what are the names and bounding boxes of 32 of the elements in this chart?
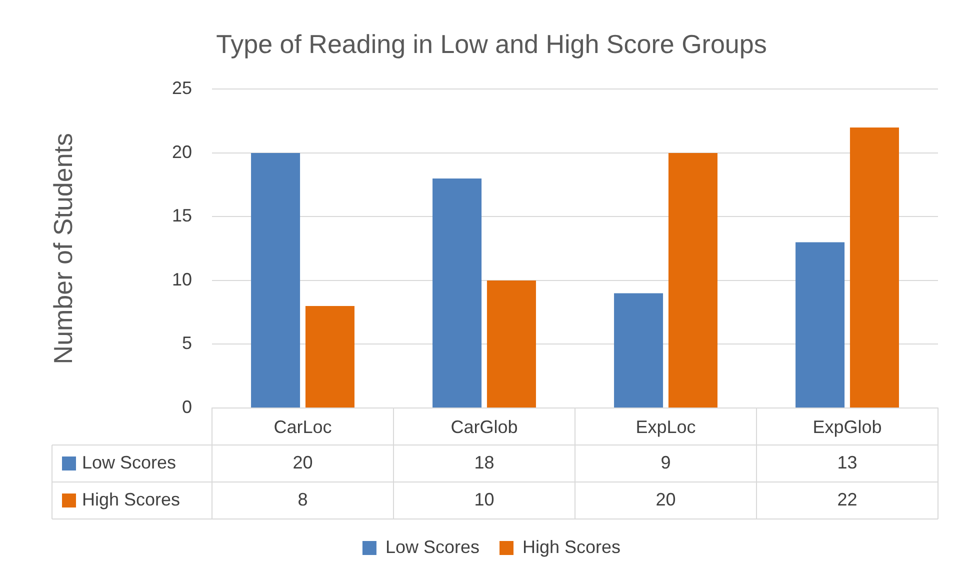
legend-label: Low Scores — [82, 452, 176, 472]
bar — [251, 152, 300, 408]
data-label: 10 — [474, 489, 494, 510]
y-tick-label: 10 — [172, 269, 192, 290]
bar — [486, 280, 536, 408]
bar — [796, 242, 845, 408]
data-label: 13 — [837, 452, 858, 472]
data-label: 18 — [474, 452, 494, 472]
x-tick-label: ExpGlob — [812, 416, 882, 437]
x-tick-label: CarLoc — [274, 416, 332, 437]
x-tick-label: ExpLoc — [636, 416, 696, 437]
legend-label: High Scores — [522, 536, 621, 557]
data-label: 20 — [292, 452, 313, 472]
data-label: 20 — [656, 489, 676, 510]
data-label: 8 — [298, 489, 308, 510]
text: High Scores — [82, 489, 180, 510]
bar — [432, 178, 482, 408]
bar — [850, 127, 899, 408]
bar — [614, 293, 664, 408]
data-label: 9 — [660, 452, 671, 472]
y-tick-label: 0 — [182, 396, 192, 417]
y-tick-label: 5 — [182, 333, 192, 354]
y-axis-title: Number of Students — [48, 132, 78, 364]
y-tick-label: 25 — [172, 78, 192, 98]
text: Low Scores — [385, 536, 480, 557]
bar — [305, 306, 354, 408]
y-tick-label: 15 — [172, 206, 192, 226]
x-tick-label: CarGlob — [450, 416, 518, 437]
chart-title: Type of Reading in Low and High Score Groups — [216, 28, 767, 59]
y-tick-label: 20 — [172, 142, 192, 162]
bar — [668, 152, 718, 408]
data-label: 22 — [837, 489, 858, 510]
